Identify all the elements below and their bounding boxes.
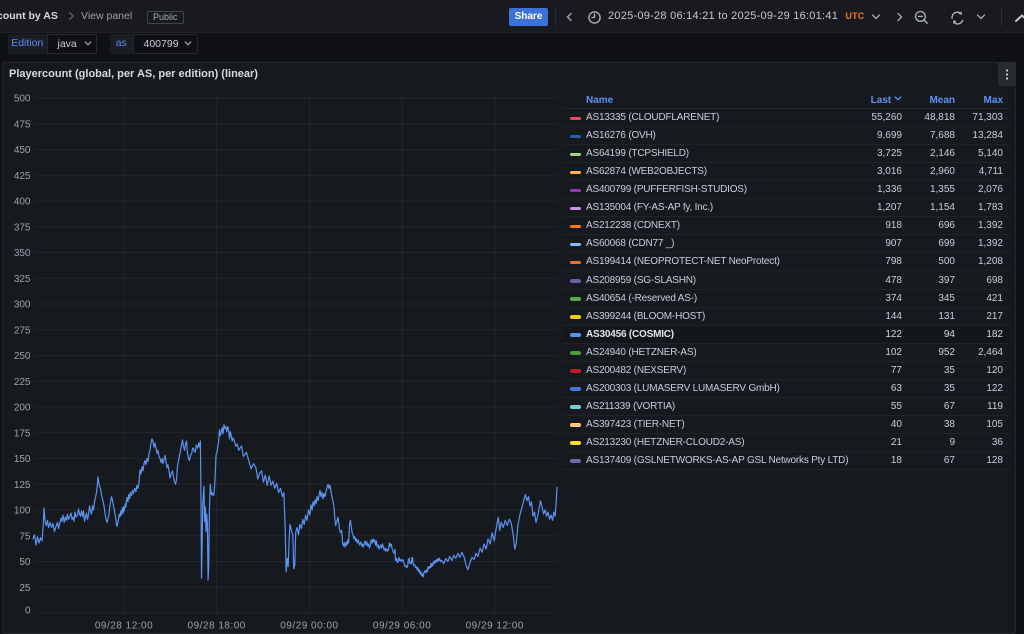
svg-text:400: 400 xyxy=(14,197,31,208)
svg-text:450: 450 xyxy=(14,145,31,156)
svg-text:150: 150 xyxy=(14,454,31,465)
svg-text:275: 275 xyxy=(14,325,31,336)
svg-text:300: 300 xyxy=(14,300,31,311)
svg-text:375: 375 xyxy=(14,222,31,233)
svg-text:425: 425 xyxy=(14,171,31,182)
svg-text:09/29 06:00: 09/29 06:00 xyxy=(373,621,431,632)
svg-text:25: 25 xyxy=(19,583,31,594)
svg-text:09/29 00:00: 09/29 00:00 xyxy=(280,621,338,632)
svg-text:325: 325 xyxy=(14,274,31,285)
svg-text:250: 250 xyxy=(14,351,31,362)
svg-text:200: 200 xyxy=(14,403,31,414)
svg-text:09/29 12:00: 09/29 12:00 xyxy=(466,621,524,632)
svg-text:350: 350 xyxy=(14,248,31,259)
svg-text:50: 50 xyxy=(19,557,31,568)
svg-text:475: 475 xyxy=(14,119,31,130)
svg-text:09/28 12:00: 09/28 12:00 xyxy=(95,621,153,632)
svg-text:100: 100 xyxy=(14,506,31,517)
svg-text:225: 225 xyxy=(14,377,31,388)
svg-text:75: 75 xyxy=(19,531,31,542)
svg-text:175: 175 xyxy=(14,428,31,439)
svg-text:09/28 18:00: 09/28 18:00 xyxy=(188,621,246,632)
svg-text:500: 500 xyxy=(14,94,31,105)
svg-text:0: 0 xyxy=(25,606,31,617)
svg-text:125: 125 xyxy=(14,480,31,491)
